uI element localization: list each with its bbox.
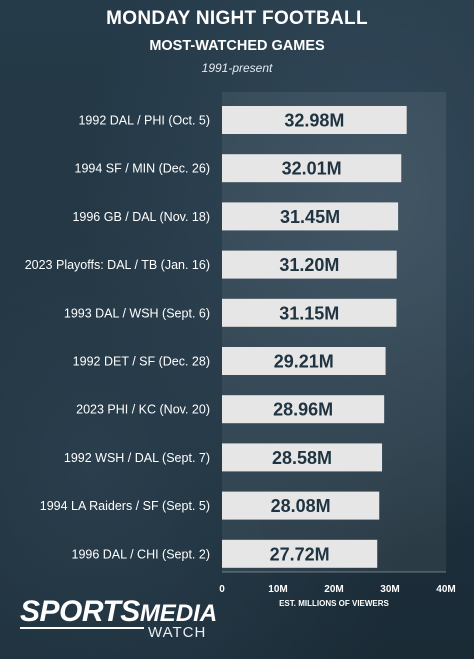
bar	[222, 443, 383, 472]
category-label: 1992 DAL / PHI (Oct. 5)	[78, 114, 210, 128]
x-tick-label: 20M	[324, 584, 343, 595]
bar-value-label: 29.21M	[274, 352, 334, 372]
x-axis-title: EST. MILLIONS OF VIEWERS	[279, 599, 389, 608]
bar-value-label: 31.15M	[279, 303, 339, 323]
bar	[222, 298, 397, 327]
x-tick-label: 0	[219, 584, 225, 595]
category-label: 2023 Playoffs: DAL / TB (Jan. 16)	[25, 258, 210, 272]
category-label: 2023 PHI / KC (Nov. 20)	[76, 403, 210, 417]
x-tick-label: 30M	[380, 584, 399, 595]
bar-value-label: 32.98M	[284, 111, 344, 131]
bar	[222, 106, 407, 134]
bar	[222, 347, 386, 375]
brand-watch: WATCH	[148, 624, 207, 641]
bar	[222, 154, 402, 183]
brand-underline	[20, 627, 144, 629]
x-tick-label: 40M	[436, 584, 455, 595]
chart-title: MONDAY NIGHT FOOTBALL	[106, 8, 368, 29]
brand-wordmark: SPORTSMEDIA	[20, 597, 217, 629]
brand-sports: SPORTS	[20, 595, 140, 628]
bar-value-label: 28.96M	[273, 400, 333, 420]
category-label: 1996 GB / DAL (Nov. 18)	[72, 210, 210, 224]
category-label: 1992 DET / SF (Dec. 28)	[73, 355, 210, 369]
category-label: 1996 DAL / CHI (Sept. 2)	[72, 547, 211, 561]
bar-value-label: 28.58M	[272, 448, 332, 468]
bar-value-label: 31.20M	[279, 255, 339, 275]
bar-value-label: 27.72M	[270, 544, 330, 564]
bar	[222, 202, 399, 231]
category-label: 1992 WSH / DAL (Sept. 7)	[64, 451, 210, 465]
bar	[222, 250, 397, 279]
bar	[222, 491, 380, 520]
bar-value-label: 31.45M	[280, 207, 340, 227]
chart-subtitle: MOST-WATCHED GAMES	[149, 38, 325, 54]
bar-value-label: 32.01M	[282, 159, 342, 179]
category-label: 1993 DAL / WSH (Sept. 6)	[64, 306, 210, 320]
category-label: 1994 LA Raiders / SF (Sept. 5)	[40, 499, 210, 513]
bar-value-label: 28.08M	[271, 496, 331, 516]
x-tick-label: 10M	[268, 584, 287, 595]
date-range-note: 1991-present	[201, 61, 273, 75]
category-label: 1994 SF / MIN (Dec. 26)	[75, 162, 210, 176]
bar	[222, 395, 385, 424]
bar	[222, 539, 378, 568]
brand-media: MEDIA	[139, 600, 218, 627]
brand-logo: SPORTSMEDIA WATCH	[20, 597, 217, 641]
